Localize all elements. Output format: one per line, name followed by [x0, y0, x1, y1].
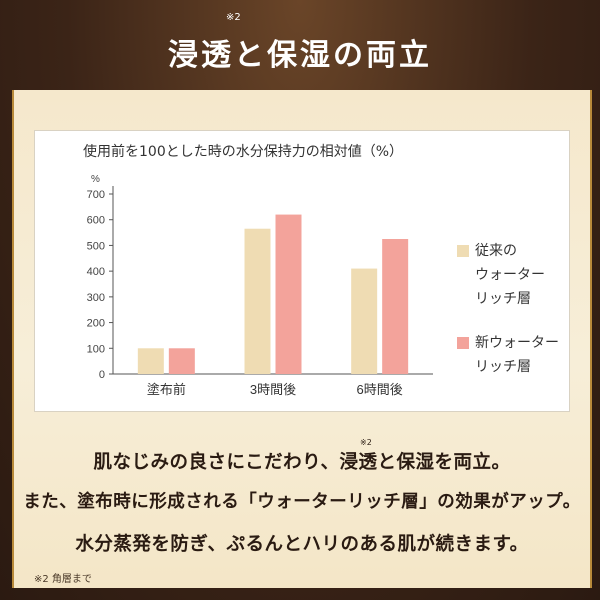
- legend-label-new: 新ウォーター リッチ層: [475, 335, 559, 375]
- content-panel: 使用前を100とした時の水分保持力の相対値（%） % 0 100 200 300 400 5…: [12, 90, 592, 588]
- y-unit-label: %: [91, 174, 100, 185]
- legend-label-conventional: 従来の ウォーター リッチ層: [475, 243, 545, 307]
- bar: [168, 348, 195, 374]
- y-tick-label: 300: [87, 292, 105, 304]
- y-tick-label: 400: [87, 266, 105, 278]
- bar-chart: % 0 100 200 300 400 500 600 700 塗布前 3時間後 6時間後: [87, 174, 433, 397]
- bar: [275, 214, 302, 374]
- legend-swatch-new: [457, 337, 469, 349]
- x-category-label: 6時間後: [357, 382, 403, 397]
- chart-card: 使用前を100とした時の水分保持力の相対値（%） % 0 100 200 300 400 5…: [34, 130, 570, 412]
- bar: [137, 348, 164, 374]
- copy-line-3: 水分蒸発を防ぎ、ぷるんとハリのある肌が続きます。: [75, 534, 529, 555]
- bar: [244, 228, 271, 374]
- bar: [382, 239, 409, 374]
- y-tick-label: 0: [99, 369, 105, 381]
- x-category-label: 塗布前: [147, 382, 186, 397]
- y-tick-label: 500: [87, 240, 105, 252]
- y-tick-label: 200: [87, 318, 105, 330]
- footnote: ※2 角層まで: [34, 574, 92, 585]
- header-bar: ※2 浸透と保湿の両立: [0, 0, 600, 88]
- legend-swatch-conventional: [457, 245, 469, 257]
- copy-line-1-text: 肌なじみの良さにこだわり、浸透と保湿を両立。: [93, 452, 511, 473]
- copy-line-1-footnote-mark: ※2: [360, 438, 372, 447]
- x-category-label: 3時間後: [250, 382, 296, 397]
- copy-line-2: また、塗布時に形成される「ウォーターリッチ層」の効果がアップ。: [23, 492, 581, 512]
- header-footnote-mark: ※2: [226, 12, 241, 23]
- y-tick-label: 600: [87, 215, 105, 227]
- page-title: 浸透と保湿の両立: [168, 38, 432, 73]
- copy-line-1: 肌なじみの良さにこだわり、浸透と保湿を両立。: [14, 448, 590, 474]
- chart-title: 使用前を100とした時の水分保持力の相対値（%）: [83, 144, 404, 160]
- bar: [351, 268, 378, 374]
- y-tick-label: 700: [87, 189, 105, 201]
- y-tick-label: 100: [87, 343, 105, 355]
